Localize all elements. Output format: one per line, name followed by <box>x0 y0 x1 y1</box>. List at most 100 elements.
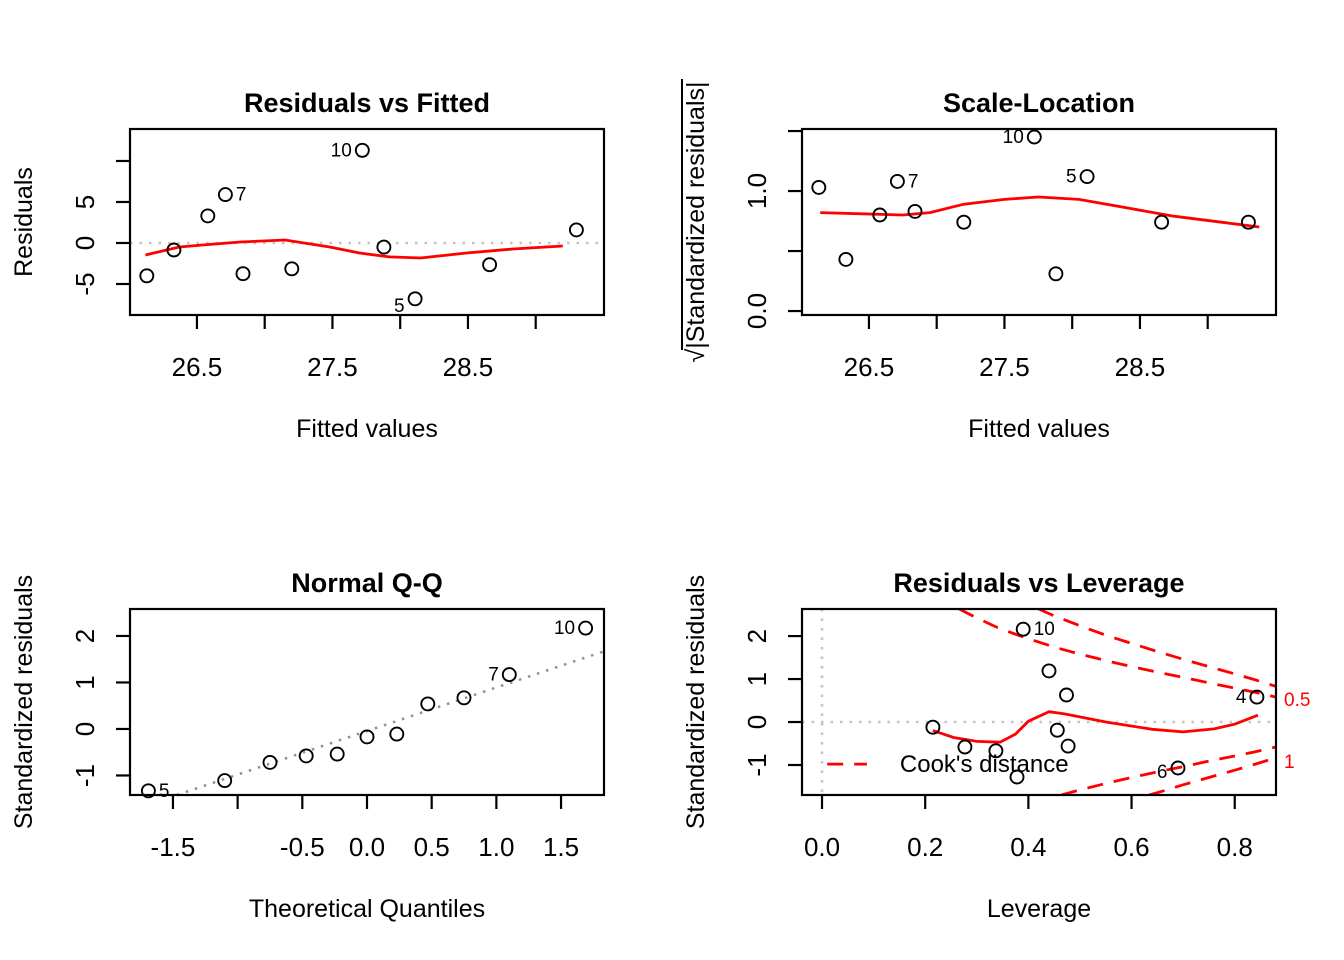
x-tick-label: 27.5 <box>307 352 358 382</box>
panel-scale-location: 7 10 5 26.5 27.5 28.5 0.0 1.0 Scale-Location Fitt… <box>681 79 1278 443</box>
data-point <box>1026 129 1042 145</box>
svg-text:Residuals: Residuals <box>10 167 38 277</box>
data-point <box>907 203 923 219</box>
y-tick-label: 0.0 <box>742 293 772 329</box>
x-tick-label: 0.0 <box>804 832 840 862</box>
data-point <box>1015 621 1031 637</box>
x-axis-label: Theoretical Quantiles <box>249 895 485 923</box>
plot-box <box>800 127 1278 317</box>
cooks-level-label: 1 <box>1284 752 1295 773</box>
data-point <box>578 620 594 636</box>
x-tick-label: 0.4 <box>1010 832 1046 862</box>
x-tick-label: 0.8 <box>1217 832 1253 862</box>
lowess-smoother <box>145 238 563 260</box>
point-label: 10 <box>554 618 575 639</box>
data-point <box>166 242 182 258</box>
point-label: 7 <box>908 171 919 192</box>
point-label: 6 <box>1157 762 1168 783</box>
panel-residuals-vs-fitted: 7 10 5 26.5 27.5 28.5 -5 0 5 Residuals vs Fitted F… <box>10 88 606 443</box>
svg-text:√|Standardized residuals|: √|Standardized residuals| <box>682 81 710 362</box>
panel-title: Residuals vs Leverage <box>893 568 1184 598</box>
panel-title: Normal Q-Q <box>291 568 443 598</box>
point-label: 7 <box>236 185 247 206</box>
cooks-contour-1-upper <box>1038 608 1277 688</box>
data-point <box>407 291 423 307</box>
legend-label: Cook's distance <box>900 751 1069 778</box>
y-axis-label: Residuals <box>10 167 38 277</box>
svg-text:Standardized residuals: Standardized residuals <box>10 575 38 829</box>
x-axis-label: Fitted values <box>296 415 438 443</box>
point-label: 5 <box>394 296 405 317</box>
data-point <box>200 208 216 224</box>
cooks-contour-0.5-lower <box>1061 745 1277 796</box>
lowess-smoother <box>820 195 1260 229</box>
point-label: 10 <box>1034 619 1055 640</box>
panel-normal-qq: 5 7 10 -1.5 -0.5 0.0 0.5 1.0 1.5 -1 0 1 2 Normal Q-Q T… <box>10 568 606 923</box>
x-tick-label: 1.0 <box>478 832 514 862</box>
data-point <box>889 173 905 189</box>
plot-box <box>800 607 1278 797</box>
data-point <box>456 690 472 706</box>
x-tick-label: 0.6 <box>1113 832 1149 862</box>
y-tick-label: 1 <box>70 675 100 689</box>
x-tick-label: 0.5 <box>414 832 450 862</box>
x-tick-label: -0.5 <box>280 832 325 862</box>
data-point <box>1048 266 1064 282</box>
data-point <box>925 719 941 735</box>
y-axis-label: Standardized residuals <box>682 575 710 829</box>
data-point <box>329 746 345 762</box>
data-point <box>1154 214 1170 230</box>
data-point <box>217 187 233 203</box>
data-point <box>1009 769 1025 785</box>
y-axis-label: √|Standardized residuals| <box>681 79 710 363</box>
panel-title: Scale-Location <box>943 88 1135 118</box>
data-point <box>1240 214 1256 230</box>
data-point <box>501 667 517 683</box>
data-point <box>376 239 392 255</box>
point-label: 5 <box>1066 167 1077 188</box>
panel-residuals-vs-leverage: 10 6 4 0.0 0.2 0.4 0.6 0.8 -1 0 1 2 Residuals vs Lev… <box>682 568 1310 923</box>
data-point <box>235 266 251 282</box>
y-tick-label: -1 <box>70 764 100 787</box>
y-tick-label: 2 <box>70 629 100 643</box>
x-tick-label: 0.2 <box>907 832 943 862</box>
data-point <box>1060 738 1076 754</box>
y-tick-label: -5 <box>70 272 100 295</box>
data-point <box>1041 663 1057 679</box>
y-tick-label: 1 <box>742 672 772 686</box>
x-tick-label: 0.0 <box>349 832 385 862</box>
lowess-smoother <box>932 710 1259 744</box>
data-point <box>217 773 233 789</box>
panel-title: Residuals vs Fitted <box>244 88 490 118</box>
data-point <box>1079 169 1095 185</box>
plot-box <box>128 607 606 797</box>
point-label: 5 <box>159 781 170 802</box>
point-label: 7 <box>488 665 499 686</box>
x-tick-label: 28.5 <box>443 352 494 382</box>
data-point <box>568 222 584 238</box>
y-tick-label: -1 <box>742 753 772 776</box>
data-point <box>482 257 498 273</box>
x-tick-label: 26.5 <box>844 352 895 382</box>
x-tick-label: 1.5 <box>543 832 579 862</box>
point-label: 10 <box>1003 127 1024 148</box>
x-tick-label: 28.5 <box>1115 352 1166 382</box>
point-label: 4 <box>1236 687 1247 708</box>
data-point <box>956 214 972 230</box>
plot-box <box>128 127 606 317</box>
x-tick-label: 27.5 <box>979 352 1030 382</box>
data-point <box>139 268 155 284</box>
data-point <box>872 207 888 223</box>
cooks-level-label: 0.5 <box>1284 690 1310 711</box>
cooks-contour-0.5-upper <box>958 608 1277 699</box>
x-tick-label: 26.5 <box>172 352 223 382</box>
cooks-contour-1-lower <box>1148 756 1277 796</box>
y-tick-label: 1.0 <box>742 173 772 209</box>
y-tick-label: 0 <box>70 236 100 250</box>
data-point <box>420 696 436 712</box>
qq-reference-line <box>176 650 605 796</box>
x-axis-label: Fitted values <box>968 415 1110 443</box>
data-point <box>140 783 156 799</box>
data-point <box>1249 689 1265 705</box>
